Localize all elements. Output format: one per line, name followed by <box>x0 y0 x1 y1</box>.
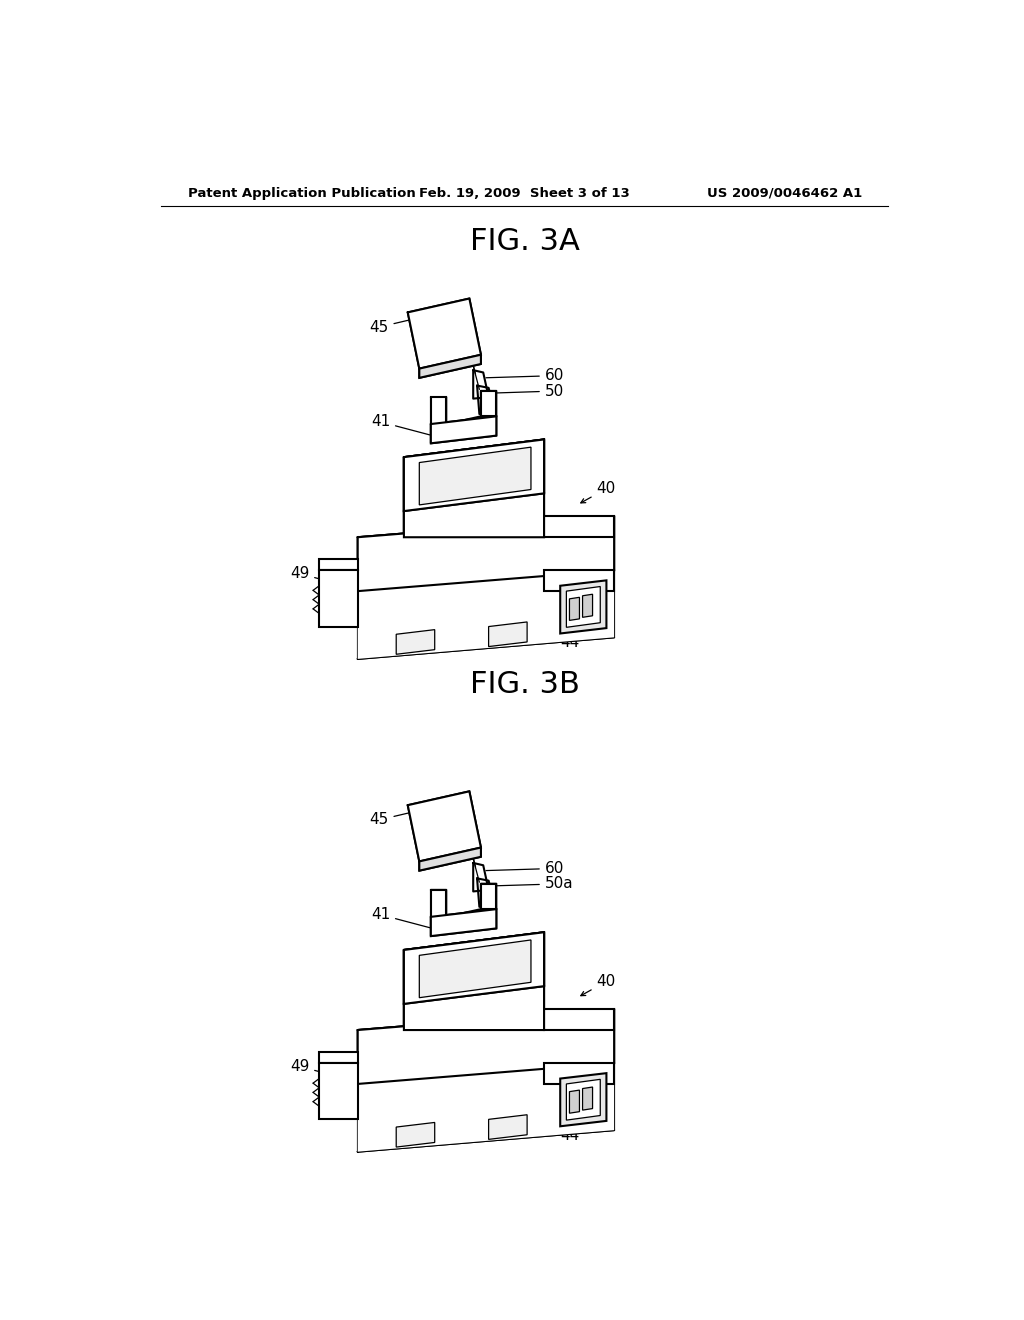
Text: 60: 60 <box>486 861 564 876</box>
Text: 50a: 50a <box>489 876 573 891</box>
Polygon shape <box>403 932 544 1003</box>
Text: 41: 41 <box>371 907 430 928</box>
Polygon shape <box>319 1063 357 1119</box>
Polygon shape <box>583 1088 593 1110</box>
Polygon shape <box>488 1114 527 1139</box>
Polygon shape <box>357 1010 614 1084</box>
Polygon shape <box>319 570 357 627</box>
Polygon shape <box>408 792 481 862</box>
Polygon shape <box>544 1010 614 1030</box>
Polygon shape <box>319 558 357 570</box>
Polygon shape <box>357 1010 614 1084</box>
Polygon shape <box>403 440 544 511</box>
Text: 40: 40 <box>581 482 615 503</box>
Polygon shape <box>419 447 531 506</box>
Polygon shape <box>566 586 600 627</box>
Text: FIG. 3B: FIG. 3B <box>470 669 580 698</box>
Polygon shape <box>319 1052 357 1063</box>
Text: 45: 45 <box>370 319 413 335</box>
Polygon shape <box>544 516 614 537</box>
Text: 40: 40 <box>581 974 615 995</box>
Polygon shape <box>357 570 614 659</box>
Polygon shape <box>560 1073 606 1126</box>
Polygon shape <box>357 516 614 591</box>
Polygon shape <box>481 884 497 909</box>
Polygon shape <box>569 598 580 620</box>
Polygon shape <box>419 940 531 998</box>
Polygon shape <box>544 1063 614 1084</box>
Polygon shape <box>583 594 593 618</box>
Polygon shape <box>403 986 544 1030</box>
Text: 44: 44 <box>560 628 580 651</box>
Polygon shape <box>396 1122 435 1147</box>
Text: Feb. 19, 2009  Sheet 3 of 13: Feb. 19, 2009 Sheet 3 of 13 <box>420 186 630 199</box>
Text: 60: 60 <box>486 368 564 383</box>
Polygon shape <box>396 630 435 655</box>
Polygon shape <box>566 1080 600 1121</box>
Text: 49: 49 <box>290 1059 328 1074</box>
Polygon shape <box>481 391 497 416</box>
Polygon shape <box>544 570 614 591</box>
Polygon shape <box>431 397 446 424</box>
Polygon shape <box>357 1063 614 1151</box>
Polygon shape <box>488 622 527 647</box>
Text: 44: 44 <box>560 1121 580 1143</box>
Polygon shape <box>569 1090 580 1113</box>
Polygon shape <box>431 890 446 917</box>
Polygon shape <box>419 847 481 871</box>
Polygon shape <box>403 440 544 511</box>
Text: US 2009/0046462 A1: US 2009/0046462 A1 <box>707 186 862 199</box>
Text: Patent Application Publication: Patent Application Publication <box>188 186 416 199</box>
Polygon shape <box>560 581 606 634</box>
Text: FIG. 3A: FIG. 3A <box>470 227 580 256</box>
Polygon shape <box>357 516 614 591</box>
Polygon shape <box>431 909 497 936</box>
Text: 45: 45 <box>370 812 413 828</box>
Polygon shape <box>403 932 544 1003</box>
Text: 49: 49 <box>290 566 328 581</box>
Polygon shape <box>431 416 497 444</box>
Polygon shape <box>408 298 481 368</box>
Text: 50: 50 <box>489 384 564 399</box>
Polygon shape <box>403 494 544 537</box>
Text: 41: 41 <box>371 414 430 434</box>
Polygon shape <box>419 355 481 378</box>
